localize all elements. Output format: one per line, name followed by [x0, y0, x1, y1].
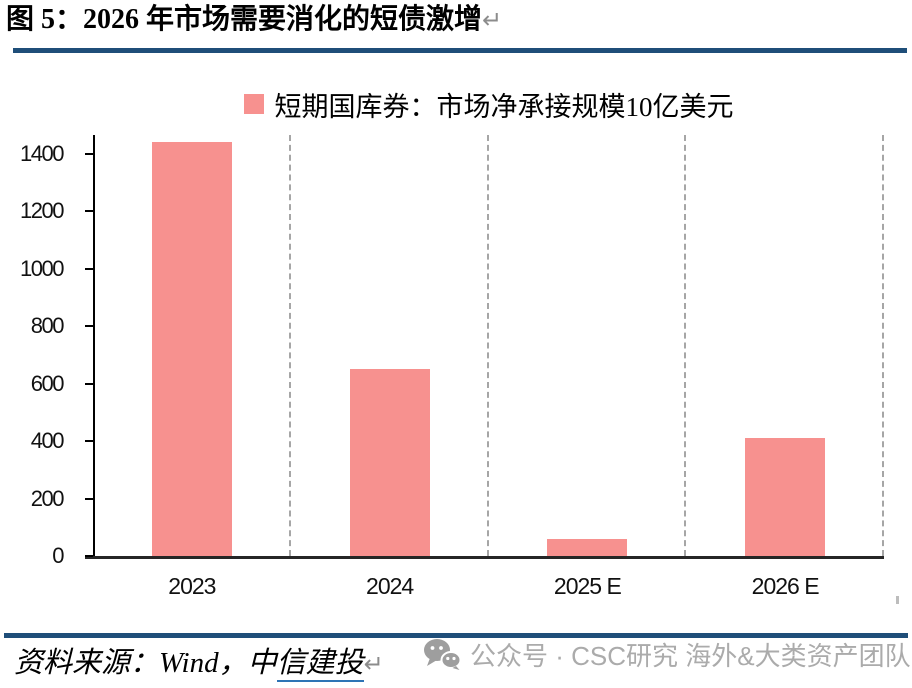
- y-tick-label: 1400: [20, 140, 64, 166]
- x-axis-baseline: [85, 556, 884, 559]
- y-tick-label: 1000: [20, 255, 64, 281]
- return-mark: ↵: [363, 651, 384, 678]
- x-axis-label: 2023: [168, 573, 216, 599]
- y-tick-label: 200: [30, 485, 65, 511]
- y-axis-tick: [85, 555, 93, 557]
- y-tick-label: 1200: [20, 198, 64, 224]
- publisher-plain: 中: [247, 647, 277, 679]
- return-mark: ↵: [482, 7, 503, 34]
- footer-divider-rule: [4, 633, 908, 638]
- wechat-icon: [424, 639, 461, 670]
- y-axis-labels: 0 200 400 600 800 1000 1200 1400: [0, 135, 65, 567]
- y-axis-tick: [85, 497, 93, 500]
- y-tick-label: 600: [30, 370, 65, 396]
- figure-caption: 图 5：2026 年市场需要消化的短债激增↵: [6, 2, 886, 39]
- y-tick-label: 0: [52, 543, 64, 568]
- publisher-link[interactable]: 中信建投: [248, 647, 364, 682]
- gridline: [288, 135, 291, 556]
- source-line: 资料来源：Wind，中信建投↵: [14, 642, 384, 686]
- legend-label: 短期国库券：市场净承接规模10亿美元: [274, 91, 734, 122]
- x-axis-label: 2026 E: [751, 573, 820, 599]
- stray-mark: [896, 596, 899, 604]
- y-axis-line: [93, 135, 95, 556]
- figure-caption-text: 图 5：2026 年市场需要消化的短债激增: [6, 4, 483, 35]
- x-axis-label: 2025 E: [553, 573, 622, 599]
- x-axis-label: 2024: [366, 573, 414, 599]
- bar-2026-e: [745, 438, 826, 556]
- watermark: 公众号 · CSC研究 海外&大类资产团队: [423, 636, 911, 672]
- watermark-text: 公众号 · CSC研究 海外&大类资产团队: [470, 640, 911, 671]
- y-axis-tick: [85, 267, 93, 270]
- gridline: [684, 135, 687, 556]
- bar-2025-e: [547, 538, 628, 556]
- y-axis-tick: [85, 325, 93, 328]
- y-tick-label: 400: [30, 428, 65, 454]
- y-axis-tick: [85, 210, 93, 213]
- gridline: [486, 135, 489, 556]
- gridline: [882, 135, 884, 556]
- plot-area: 2023 2024 2025 E 2026 E: [85, 135, 884, 599]
- bar-2024: [349, 369, 430, 556]
- source-prefix: 资料来源：Wind，: [14, 647, 248, 679]
- y-axis-tick: [85, 440, 93, 443]
- legend-swatch: [243, 94, 264, 114]
- bar-2023: [151, 142, 232, 556]
- y-axis-tick: [85, 382, 93, 385]
- caption-divider-rule: [13, 48, 907, 53]
- publisher-underlined: 信建投: [276, 647, 364, 682]
- y-axis-tick: [85, 152, 93, 155]
- chart-legend: 短期国库券：市场净承接规模10亿美元: [93, 84, 884, 124]
- y-tick-label: 800: [30, 313, 65, 339]
